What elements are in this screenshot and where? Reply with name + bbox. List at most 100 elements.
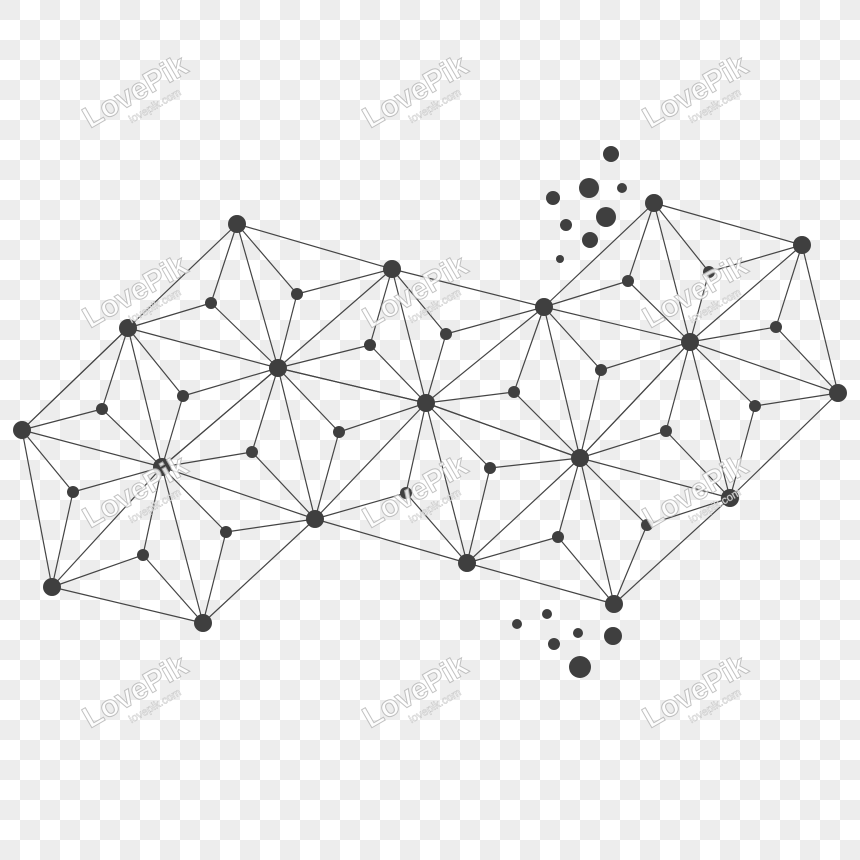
edge: [210, 223, 238, 304]
edge: [314, 431, 340, 520]
node-large: [605, 595, 623, 613]
scatter-dot: [579, 178, 599, 198]
edge: [543, 306, 691, 343]
node-large: [793, 236, 811, 254]
edge: [708, 244, 803, 273]
edge: [161, 451, 253, 468]
scatter-dot: [560, 219, 572, 231]
edge: [210, 302, 279, 369]
node-small: [220, 526, 232, 538]
edge: [127, 327, 184, 397]
edge: [579, 457, 648, 526]
edge: [425, 333, 447, 404]
edge: [391, 268, 545, 308]
edge: [142, 554, 204, 624]
edge: [653, 202, 710, 273]
edge: [665, 341, 691, 432]
edge: [51, 554, 144, 588]
edge: [21, 429, 74, 493]
node-large: [228, 215, 246, 233]
node-large: [721, 489, 739, 507]
network-nodes: [13, 146, 847, 678]
edge: [665, 430, 731, 499]
edge: [579, 369, 602, 459]
edge: [277, 367, 316, 520]
edge: [405, 492, 468, 564]
edge: [627, 202, 655, 282]
edge: [51, 586, 204, 624]
node-small: [67, 486, 79, 498]
edge: [729, 405, 756, 499]
edge: [277, 367, 427, 404]
edge: [613, 524, 648, 605]
node-small: [246, 446, 258, 458]
edge: [689, 341, 839, 394]
edge: [425, 402, 491, 469]
node-small: [205, 297, 217, 309]
edge: [513, 391, 581, 459]
scatter-dot: [556, 255, 564, 263]
node-large: [119, 319, 137, 337]
edge: [579, 341, 691, 459]
edge: [161, 466, 227, 533]
node-large: [829, 384, 847, 402]
node-small: [552, 531, 564, 543]
edge: [689, 271, 710, 343]
edge: [277, 293, 298, 369]
node-large: [153, 458, 171, 476]
edge: [775, 326, 839, 394]
scatter-dot: [582, 232, 598, 248]
edge: [314, 492, 407, 520]
edge: [101, 408, 163, 468]
scatter-dot: [542, 609, 552, 619]
edge: [579, 457, 731, 499]
scatter-dot: [604, 627, 622, 645]
node-large: [645, 194, 663, 212]
edge: [369, 344, 427, 404]
edge: [127, 223, 238, 329]
edge: [236, 223, 393, 270]
edge: [425, 402, 581, 459]
edge: [653, 202, 803, 246]
node-large: [383, 260, 401, 278]
edge: [182, 367, 279, 397]
edge: [277, 268, 393, 369]
edge: [689, 341, 731, 499]
edge: [689, 341, 756, 407]
node-large: [269, 359, 287, 377]
node-small: [400, 487, 412, 499]
edge: [21, 327, 129, 431]
node-small: [749, 400, 761, 412]
node-large: [535, 298, 553, 316]
edge: [466, 562, 615, 605]
edge: [236, 223, 298, 295]
edge: [405, 402, 427, 494]
edge: [225, 518, 316, 533]
node-small: [595, 364, 607, 376]
edge: [236, 223, 279, 369]
edge: [600, 341, 691, 371]
node-small: [660, 425, 672, 437]
scatter-dot: [512, 619, 522, 629]
edge: [775, 244, 803, 328]
edge: [543, 202, 655, 308]
node-large: [13, 421, 31, 439]
node-small: [291, 288, 303, 300]
node-large: [306, 510, 324, 528]
node-large: [194, 614, 212, 632]
node-small: [364, 339, 376, 351]
edge: [202, 531, 227, 624]
edge: [127, 327, 279, 369]
edge: [425, 391, 515, 404]
scatter-dot: [603, 146, 619, 162]
edge: [754, 392, 839, 407]
node-small: [333, 426, 345, 438]
node-large: [571, 449, 589, 467]
edge: [425, 402, 468, 564]
node-small: [770, 321, 782, 333]
edge: [127, 302, 212, 329]
edge: [445, 306, 545, 335]
